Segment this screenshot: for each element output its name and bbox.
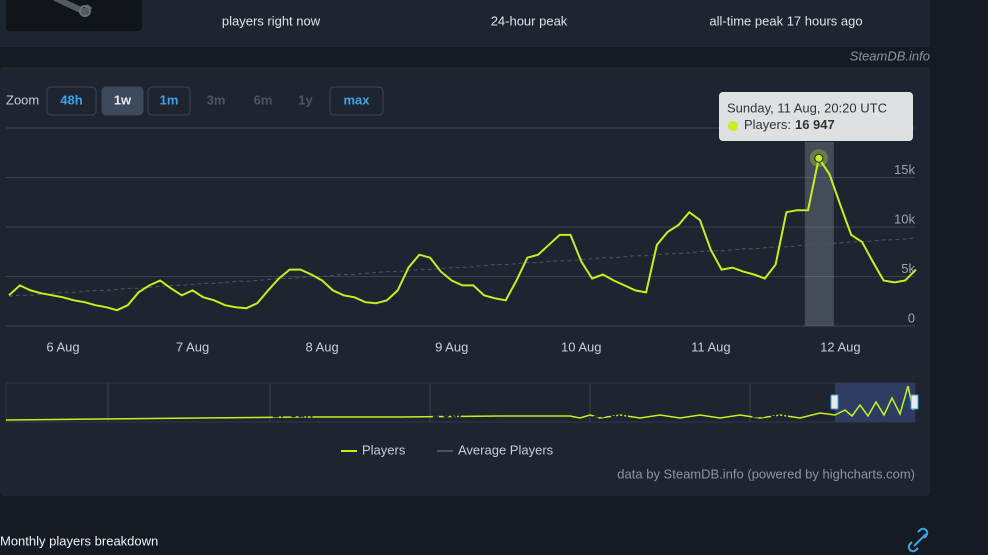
navigator-label: 15 Jul <box>592 405 629 420</box>
tooltip-label: Players: <box>744 117 791 132</box>
tooltip-box <box>719 92 913 141</box>
players-line <box>8 155 917 312</box>
x-tick-label: 8 Aug <box>305 339 338 354</box>
y-tick-label: 10k <box>894 211 915 226</box>
zoom-button[interactable]: 1y <box>289 87 322 115</box>
y-tick-label: 5k <box>901 261 915 276</box>
game-icon <box>79 5 91 17</box>
zoom-button-box[interactable] <box>196 87 236 115</box>
navigator-label: 17 Jun <box>272 405 313 420</box>
zoom-button-label[interactable]: 48h <box>60 92 82 107</box>
zoom-label: Zoom <box>6 92 39 107</box>
navigator-label: 1 Jul <box>432 405 462 420</box>
hover-band <box>804 142 834 326</box>
stat-label: 24-hour peak <box>491 13 568 28</box>
zoom-button-label[interactable]: 6m <box>254 92 273 107</box>
tooltip-marker <box>728 121 738 131</box>
zoom-button-box[interactable] <box>46 86 97 116</box>
tooltip-title: Sunday, 11 Aug, 20:20 UTC <box>727 100 887 115</box>
x-tick-label: 9 Aug <box>435 339 468 354</box>
navigator-label: 29 Jul <box>752 405 789 420</box>
plot: 0 5k 10k 15k 6 Aug 7 Aug 8 Aug 9 Aug 10 Aug 11 Au… <box>6 92 917 354</box>
zoom-button[interactable]: 48h <box>46 86 97 116</box>
zoom-button[interactable]: 6m <box>243 87 283 115</box>
zoom-buttons: 48h 1w 1m 3m 6m 1y max <box>46 86 384 116</box>
navigator-handle[interactable] <box>830 394 839 410</box>
section-title: Monthly players breakdown <box>0 533 158 548</box>
zoom-button-label[interactable]: 1y <box>298 92 313 107</box>
stats-panel <box>0 0 930 47</box>
navigator: 3 Jun 17 Jun 1 Jul 15 Jul 29 Jul <box>5 382 919 423</box>
stat-label: all-time peak 17 hours ago <box>709 13 862 28</box>
zoom-button-box[interactable] <box>329 86 384 116</box>
zoom-button-label[interactable]: 3m <box>207 92 226 107</box>
stat-label: players right now <box>222 13 321 28</box>
x-tick-label: 6 Aug <box>46 339 79 354</box>
tooltip-line: Players: 16 947 <box>744 117 835 132</box>
average-line <box>8 237 917 297</box>
zoom-button-label[interactable]: 1m <box>160 92 179 107</box>
navigator-label: 3 Jun <box>110 405 144 420</box>
y-tick-label: 0 <box>908 310 915 325</box>
zoom-button[interactable]: 1m <box>147 86 191 116</box>
navigator-frame <box>5 382 916 423</box>
y-tick-label: 15k <box>894 162 915 177</box>
credit: data by SteamDB.info (powered by highcha… <box>617 466 915 481</box>
x-tick-label: 12 Aug <box>820 339 861 354</box>
legend-label[interactable]: Players <box>362 442 406 457</box>
zoom-button-box[interactable] <box>147 86 191 116</box>
navigator-handle[interactable] <box>910 394 919 410</box>
navigator-line <box>5 385 914 421</box>
x-tick-label: 11 Aug <box>691 339 731 354</box>
legend-label[interactable]: Average Players <box>458 442 554 457</box>
zoom-button-label[interactable]: 1w <box>114 92 132 107</box>
x-tick-label: 10 Aug <box>561 339 602 354</box>
zoom-button-box[interactable] <box>101 86 144 116</box>
zoom-button[interactable]: 1w <box>101 86 144 116</box>
zoom-button[interactable]: 3m <box>196 87 236 115</box>
link-icon[interactable] <box>907 527 929 553</box>
legend-item[interactable]: Players <box>341 442 406 457</box>
watermark: SteamDB.info <box>850 48 930 63</box>
legend: Players Average Players <box>341 442 554 457</box>
game-image <box>6 0 142 31</box>
zoom-button-box[interactable] <box>243 87 283 115</box>
hover-point <box>814 153 824 163</box>
zoom-button[interactable]: max <box>329 86 384 116</box>
x-tick-label: 7 Aug <box>176 339 209 354</box>
zoom-button-box[interactable] <box>289 87 322 115</box>
zoom-button-label[interactable]: max <box>343 92 370 107</box>
tooltip-value: 16 947 <box>795 117 835 132</box>
legend-item[interactable]: Average Players <box>437 442 554 457</box>
link-icon-path[interactable] <box>907 527 929 553</box>
